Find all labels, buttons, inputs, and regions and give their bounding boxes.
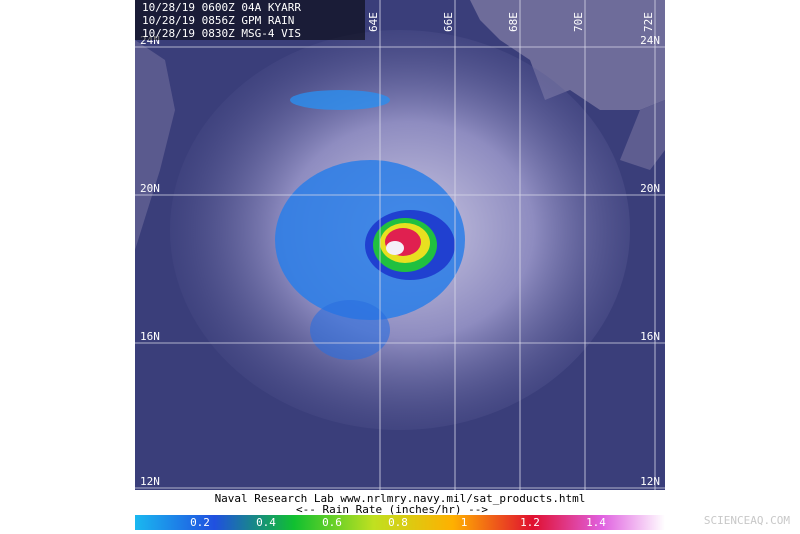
header-line: 10/28/19 0600Z 04A KYARR: [142, 1, 301, 14]
rain-band: [310, 300, 390, 360]
land: [135, 40, 175, 250]
colorbar-label: 0.4: [256, 516, 276, 529]
colorbar-title: <-- Rain Rate (inches/hr) -->: [296, 503, 488, 516]
colorbar-label: 1.2: [520, 516, 540, 529]
rain-band: [290, 90, 390, 110]
footer-band: [0, 490, 800, 515]
lat-label: 20N: [140, 182, 160, 195]
lat-label: 16N: [640, 330, 660, 343]
colorbar: [135, 515, 665, 530]
lon-label: 70E: [572, 12, 585, 32]
lat-label: 16N: [140, 330, 160, 343]
header-line: 10/28/19 0856Z GPM RAIN: [142, 14, 294, 27]
lon-label: 66E: [442, 12, 455, 32]
colorbar-label: 0.6: [322, 516, 342, 529]
lat-label: 24N: [640, 34, 660, 47]
header-box: [135, 0, 365, 40]
lat-label: 12N: [640, 475, 660, 488]
colorbar-label: 0.2: [190, 516, 210, 529]
lon-label: 72E: [642, 12, 655, 32]
colorbar-label: 1.4: [586, 516, 606, 529]
lon-label: 68E: [507, 12, 520, 32]
credit: Naval Research Lab www.nrlmry.navy.mil/s…: [215, 492, 586, 505]
colorbar-label: 1: [461, 516, 468, 529]
watermark: SCIENCEAQ.COM: [704, 514, 790, 527]
header-line: 10/28/19 0830Z MSG-4 VIS: [142, 27, 301, 40]
land: [620, 100, 665, 170]
colorbar-label: 0.8: [388, 516, 408, 529]
lon-label: 64E: [367, 12, 380, 32]
lat-label: 20N: [640, 182, 660, 195]
eye: [386, 241, 404, 255]
land: [470, 0, 665, 110]
lat-label: 12N: [140, 475, 160, 488]
